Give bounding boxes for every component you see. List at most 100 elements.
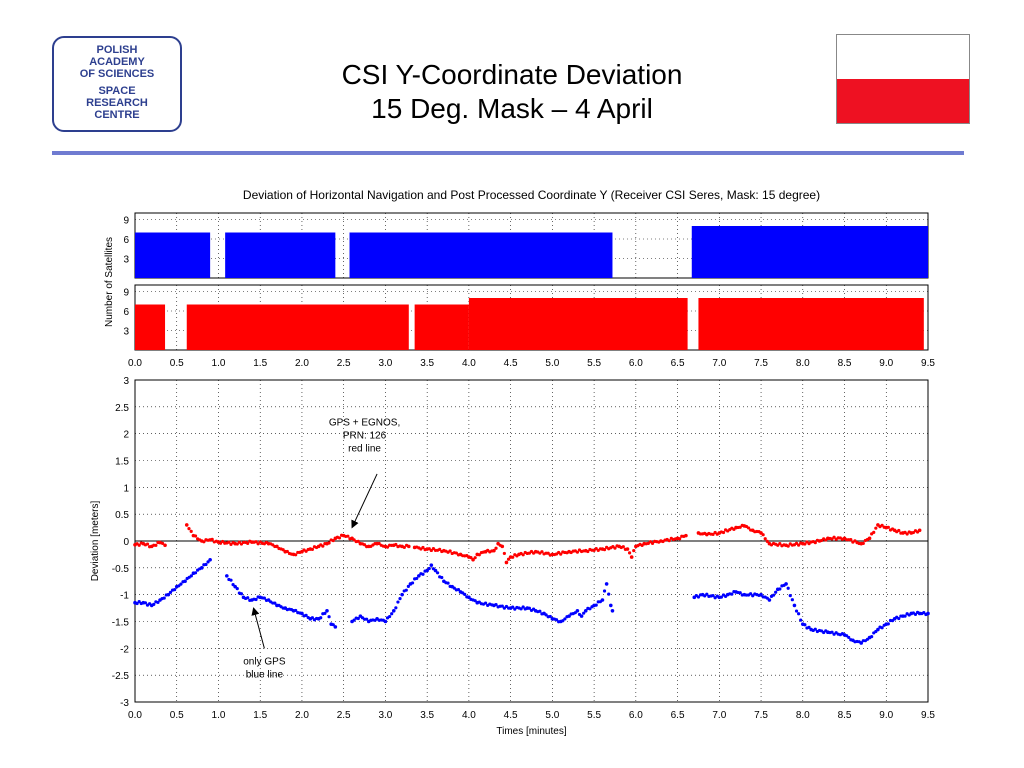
data-point: [792, 603, 797, 608]
data-point: [803, 542, 807, 546]
data-point: [227, 540, 231, 544]
data-point: [778, 542, 782, 546]
data-point: [304, 613, 308, 617]
data-point: [300, 611, 304, 616]
data-point: [319, 616, 323, 620]
data-point: [604, 582, 609, 586]
data-point: [396, 600, 400, 604]
y-tick-label: 6: [123, 235, 129, 246]
data-point: [849, 537, 853, 542]
data-point: [467, 595, 471, 600]
data-point: [767, 598, 772, 602]
data-point: [237, 540, 241, 544]
data-point: [189, 529, 193, 533]
data-point: [421, 572, 425, 576]
data-point: [145, 542, 150, 546]
data-point: [876, 627, 880, 632]
x-tick-label: 7.0: [712, 710, 726, 721]
data-point: [156, 600, 160, 605]
data-point: [425, 568, 429, 573]
data-point: [613, 546, 617, 550]
chart-title: Deviation of Horizontal Navigation and P…: [243, 188, 820, 202]
x-tick-label: 4.0: [462, 358, 476, 369]
data-point: [325, 608, 329, 613]
data-point: [761, 533, 765, 537]
data-point: [152, 602, 156, 606]
data-point: [559, 552, 563, 556]
data-point: [738, 525, 742, 529]
data-point: [790, 598, 794, 602]
data-point: [206, 560, 210, 564]
data-point: [239, 592, 244, 596]
data-point: [610, 608, 615, 613]
y-tick-label: 3: [123, 327, 129, 338]
x-tick-label: 6.5: [671, 710, 685, 721]
data-point: [275, 544, 279, 549]
data-point: [179, 582, 183, 586]
y-tick-label: -0.5: [112, 564, 130, 575]
slide-title-line-1: CSI Y-Coordinate Deviation: [341, 59, 683, 90]
data-point: [429, 548, 433, 553]
data-point: [678, 537, 682, 541]
data-point: [421, 545, 425, 550]
data-point: [321, 544, 325, 548]
data-point: [917, 528, 922, 533]
data-point: [546, 551, 550, 555]
data-point: [362, 543, 367, 547]
data-point: [356, 616, 360, 621]
satellites-y-label: Number of Satellites: [104, 237, 115, 327]
data-point: [210, 537, 214, 542]
x-axis-label: Times [minutes]: [496, 726, 566, 737]
data-point: [521, 553, 525, 557]
data-point: [632, 549, 636, 553]
y-tick-label: 3: [123, 255, 129, 266]
data-point: [607, 592, 611, 596]
psac-logo: POLISH ACADEMY OF SCIENCES SPACE RESEARC…: [52, 36, 182, 132]
data-point: [254, 540, 258, 544]
x-tick-label: 2.0: [295, 710, 309, 721]
data-point: [594, 547, 598, 551]
data-point: [285, 549, 289, 554]
data-point: [184, 523, 189, 527]
data-point: [519, 607, 523, 611]
y-tick-label: 3: [123, 376, 129, 387]
data-point: [137, 543, 141, 547]
data-point: [867, 536, 872, 541]
data-point: [903, 614, 907, 618]
data-point: [327, 541, 331, 545]
x-tick-label: 8.0: [796, 710, 810, 721]
data-point: [492, 548, 496, 553]
data-point: [256, 542, 260, 546]
data-point: [193, 534, 198, 538]
data-point: [799, 618, 803, 622]
data-point: [273, 601, 277, 605]
data-point: [506, 557, 511, 561]
x-tick-label: 3.0: [378, 358, 392, 369]
header-divider: [52, 151, 964, 155]
x-tick-label: 1.0: [212, 710, 226, 721]
data-point: [218, 541, 223, 545]
data-point: [759, 592, 763, 597]
data-point: [173, 588, 177, 592]
data-point: [600, 598, 605, 602]
annotation-arrow: [351, 473, 378, 529]
data-point: [135, 601, 139, 606]
x-tick-label: 5.5: [587, 358, 601, 369]
data-point: [786, 586, 790, 590]
y-tick-label: 2: [123, 430, 129, 441]
data-point: [859, 641, 864, 645]
satellite-bar: [135, 232, 211, 278]
data-point: [797, 543, 801, 547]
x-tick-label: 5.0: [545, 710, 559, 721]
data-point: [627, 551, 632, 555]
data-point: [502, 551, 506, 556]
data-point: [427, 566, 431, 571]
data-point: [235, 542, 239, 546]
logo-line: RESEARCH: [86, 97, 148, 109]
data-point: [377, 541, 381, 546]
data-point: [262, 596, 266, 600]
data-point: [563, 617, 567, 621]
data-point: [880, 626, 884, 630]
data-point: [352, 618, 356, 622]
data-point: [483, 601, 488, 605]
